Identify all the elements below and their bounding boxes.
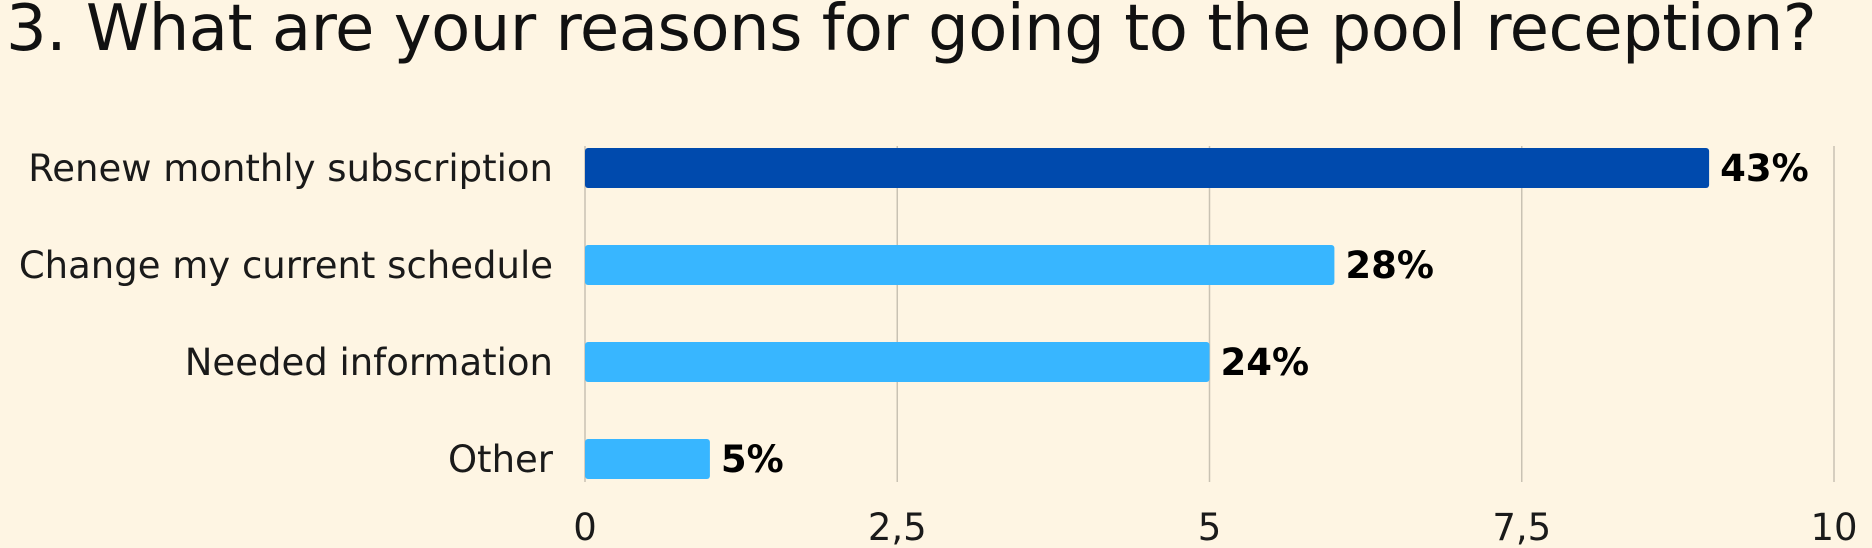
bar-layer	[585, 148, 1710, 479]
grid-layer	[584, 146, 1835, 482]
data-label: 5%	[721, 438, 784, 481]
data-label: 28%	[1345, 244, 1434, 287]
bar	[585, 342, 1210, 382]
x-tick-label: 7,5	[1492, 506, 1551, 548]
x-tick-label: 2,5	[868, 506, 927, 548]
bar	[585, 439, 710, 479]
category-label: Other	[448, 438, 554, 481]
label-layer: 0 2,5 5 7,5 10 Renew monthly subscription 43% C…	[19, 147, 1858, 548]
data-label: 43%	[1720, 147, 1809, 190]
x-tick-label: 10	[1810, 506, 1857, 548]
chart-title: 3. What are your reasons for going to th…	[6, 0, 1817, 66]
category-label: Renew monthly subscription	[28, 147, 553, 190]
bar	[585, 148, 1710, 188]
x-tick-label: 0	[573, 506, 597, 548]
data-label: 24%	[1221, 341, 1310, 384]
x-tick-label: 5	[1198, 506, 1222, 548]
bar	[585, 245, 1335, 285]
category-label: Change my current schedule	[19, 244, 553, 287]
category-label: Needed information	[185, 341, 553, 384]
